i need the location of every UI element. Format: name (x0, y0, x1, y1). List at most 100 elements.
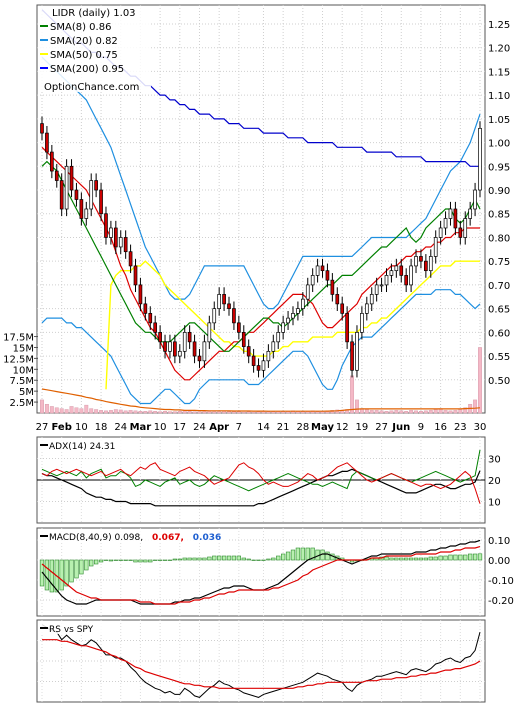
macd-histogram-bar (197, 557, 202, 561)
macd-histogram-bar (404, 557, 409, 561)
volume-bar (54, 407, 59, 414)
rs-average-line (42, 639, 481, 689)
candle-body (128, 251, 133, 267)
macd-histogram-bar (221, 555, 227, 561)
macd-histogram-bar (246, 558, 251, 561)
volume-bar (448, 410, 453, 414)
volume-bar (364, 409, 369, 414)
candle-body (345, 313, 349, 343)
candle-body (133, 265, 138, 286)
macd-y-tick: -0.20 (488, 596, 514, 607)
candle-body (192, 341, 197, 357)
macd-histogram-bar (394, 557, 399, 561)
macd-histogram-bar (399, 557, 404, 561)
candle-body (241, 331, 246, 347)
x-tick: Apr (209, 422, 229, 433)
candle-body (310, 275, 315, 286)
volume-bar (182, 410, 187, 414)
macd-histogram-bar (281, 553, 286, 561)
volume-bar (463, 407, 468, 414)
volume-bar (212, 411, 217, 414)
x-tick: 7 (236, 422, 242, 433)
volume-bar (418, 411, 423, 414)
x-tick: 23 (454, 422, 467, 433)
macd-histogram-bar (217, 555, 222, 561)
candle-body (364, 303, 369, 314)
macd-histogram-bar (236, 555, 241, 561)
macd-y-tick: 0.00 (488, 556, 510, 567)
macd-histogram-bar (212, 555, 217, 561)
macd-histogram-bar (89, 559, 94, 567)
candle-body (182, 331, 187, 352)
macd-histogram-bar (192, 557, 197, 561)
macd-histogram-bar (64, 559, 69, 587)
candle-body (54, 170, 59, 181)
macd-histogram-bar (389, 557, 394, 561)
candle-body (360, 313, 364, 333)
macd-histogram-bar (428, 556, 433, 561)
price-y-tick: 1.05 (488, 115, 510, 126)
price-y-tick: 0.95 (488, 162, 510, 173)
volume-bar (118, 409, 123, 414)
volume-bar (94, 409, 99, 414)
candle-body (138, 284, 143, 305)
price-y-tick: 1.20 (488, 44, 510, 55)
candle-body (232, 308, 236, 324)
volume-bar (40, 399, 44, 414)
x-tick: 10 (75, 422, 88, 433)
volume-bar (113, 409, 118, 414)
macd-histogram-bar (285, 551, 291, 561)
candle-body (168, 341, 172, 352)
macd-histogram-bar (438, 555, 443, 561)
macd-histogram-bar (74, 559, 79, 579)
macd-histogram-bar (290, 549, 296, 561)
x-tick: 10 (154, 422, 167, 433)
macd-histogram-bar (463, 554, 468, 561)
candlesticks (40, 116, 482, 378)
volume-bar (143, 411, 148, 414)
volume-bar (49, 406, 54, 414)
macd-y-tick: -0.10 (488, 576, 514, 587)
macd-histogram-bar (271, 557, 276, 561)
volume-bar (350, 375, 355, 414)
volume-bar (158, 411, 163, 414)
macd-histogram-bar (305, 547, 310, 561)
legend: SMA(8) 0.86 SMA(20) 0.82 SMA(50) 0.75 SMA(2… (40, 22, 124, 75)
volume-bar (44, 404, 49, 414)
macd-histogram-bar (231, 555, 237, 561)
candle-body (251, 355, 256, 366)
volume-bar (74, 407, 79, 414)
macd-histogram-bar (295, 547, 301, 561)
volume-bar (202, 411, 207, 414)
candle-body (438, 227, 443, 238)
macd-histogram-bar (162, 559, 168, 561)
volume-y-tick: 15M (13, 343, 34, 354)
candle-body (478, 127, 482, 191)
macd-histogram-bar (448, 554, 453, 561)
candle-body (104, 213, 108, 238)
adx-line (41, 468, 481, 507)
volume-bar (399, 410, 404, 414)
volume-bar (241, 411, 246, 414)
volume-bar (379, 410, 384, 414)
candle-body (64, 165, 69, 210)
macd-histogram-bar (133, 559, 138, 563)
candle-body (463, 218, 468, 238)
macd-histogram-bar (266, 558, 271, 561)
price-y-tick: 0.55 (488, 352, 510, 363)
x-tick: 27 (36, 422, 49, 433)
macd-y-tick: 0.10 (488, 536, 510, 547)
volume-bar (281, 411, 286, 414)
volume-y-tick: 5M (19, 387, 34, 398)
macd-histogram-bar (39, 559, 45, 587)
adx-y-tick: 20 (488, 476, 501, 487)
candle-body (384, 275, 389, 286)
x-tick: 14 (257, 422, 270, 433)
volume-bar (231, 411, 236, 414)
candle-body (237, 322, 241, 333)
macd-value-label: 0.067, (152, 533, 184, 543)
macd-histogram-bar (177, 558, 182, 561)
macd-histogram-bar (207, 556, 212, 561)
x-tick: 16 (434, 422, 447, 433)
volume-y-tick: 7.5M (9, 376, 34, 387)
